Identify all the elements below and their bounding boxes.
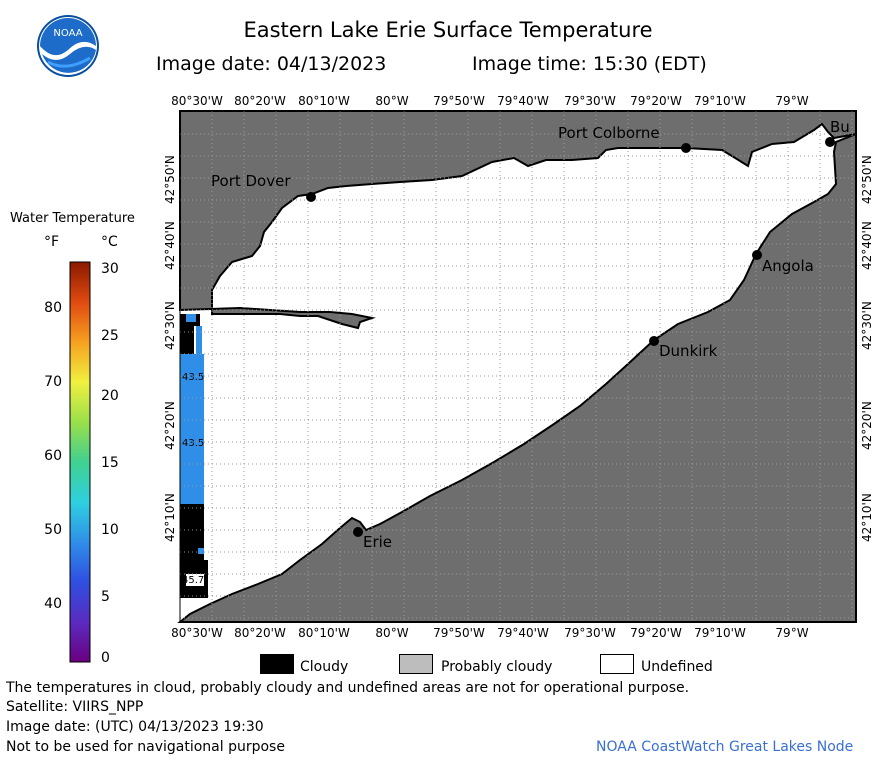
satellite-text: Satellite: VIIRS_NPP	[6, 699, 144, 715]
city-label-dunkirk: Dunkirk	[659, 342, 718, 360]
celsius-tick-label: 0	[101, 650, 110, 666]
legend-swatch-cloudy	[260, 654, 294, 674]
celsius-tick-label: 30	[101, 261, 119, 277]
city-marker-port-dover	[306, 192, 316, 202]
credit-text: NOAA CoastWatch Great Lakes Node	[596, 739, 854, 755]
nav-warning-text: Not to be used for navigational purpose	[6, 739, 285, 755]
city-label-port-colborne: Port Colborne	[558, 124, 660, 142]
city-marker-dunkirk	[649, 336, 659, 346]
map-frame	[179, 110, 857, 623]
page-title: Eastern Lake Erie Surface Temperature	[243, 18, 653, 42]
cloud-patch	[194, 314, 200, 326]
longitude-tick-label: 79°40'W	[497, 94, 549, 108]
water-temp-patch	[198, 548, 204, 554]
latitude-tick-label: 42°50'N	[163, 155, 177, 204]
city-marker-port-colborne	[681, 143, 691, 153]
longitude-tick-label: 79°20'W	[630, 626, 682, 640]
noaa-logo-text: NOAA	[53, 28, 82, 39]
image-time-label: Image time: 15:30 (EDT)	[472, 53, 707, 75]
fahrenheit-tick-label: 40	[44, 596, 62, 612]
image-date-label: Image date: 04/13/2023	[156, 53, 387, 75]
longitude-tick-label: 79°40'W	[497, 626, 549, 640]
land-south-shore	[177, 132, 857, 623]
celsius-tick-label: 25	[101, 328, 119, 344]
city-marker-erie	[353, 527, 363, 537]
fahrenheit-tick-label: 70	[44, 374, 62, 390]
longitude-tick-label: 80°20'W	[234, 94, 286, 108]
disclaimer-text: The temperatures in cloud, probably clou…	[6, 680, 690, 696]
longitude-tick-label: 80°10'W	[298, 94, 350, 108]
legend-label-undefined: Undefined	[641, 659, 713, 675]
city-label-angola: Angola	[762, 257, 814, 275]
longitude-tick-label: 80°30'W	[171, 94, 223, 108]
water-temp-patch	[186, 314, 196, 322]
fahrenheit-tick-label: 50	[44, 522, 62, 538]
utc-date-text: Image date: (UTC) 04/13/2023 19:30	[6, 719, 264, 735]
temperature-colorbar	[69, 261, 91, 663]
longitude-tick-label: 80°W	[375, 94, 409, 108]
longitude-tick-label: 79°10'W	[694, 94, 746, 108]
longitude-tick-label: 79°30'W	[564, 94, 616, 108]
cloud-patch	[180, 586, 208, 598]
latitude-tick-label: 42°20'N	[860, 401, 874, 450]
city-marker-buffalo	[825, 137, 835, 147]
fahrenheit-tick-label: 60	[44, 448, 62, 464]
city-label-port-dover: Port Dover	[211, 172, 291, 190]
colorbar-title: Water Temperature	[10, 211, 135, 226]
longitude-tick-label: 79°20'W	[630, 94, 682, 108]
city-marker-angola	[752, 250, 762, 260]
map-value-label: 43.5	[182, 508, 204, 519]
latitude-tick-label: 42°50'N	[860, 155, 874, 204]
water-temp-patch	[196, 326, 202, 356]
longitude-tick-label: 79°30'W	[564, 626, 616, 640]
legend-swatch-undefined	[600, 654, 634, 674]
latitude-tick-label: 42°20'N	[163, 401, 177, 450]
fahrenheit-tick-label: 80	[44, 300, 62, 316]
city-label-buffalo: Bu	[830, 118, 850, 136]
map-value-label: 43.5	[182, 438, 204, 449]
longitude-tick-label: 79°50'W	[433, 626, 485, 640]
land-north-shore	[179, 110, 857, 330]
celsius-tick-label: 10	[101, 522, 119, 538]
legend-swatch-probably-cloudy	[399, 654, 433, 674]
latitude-tick-label: 42°10'N	[860, 493, 874, 542]
city-markers	[306, 137, 835, 537]
cloud-patch	[180, 314, 194, 354]
celsius-tick-label: 20	[101, 388, 119, 404]
noaa-logo: NOAA	[37, 15, 99, 77]
legend-label-cloudy: Cloudy	[300, 659, 349, 675]
longitude-tick-label: 80°30'W	[171, 626, 223, 640]
undefined-patch	[186, 574, 204, 586]
celsius-tick-label: 15	[101, 455, 119, 471]
longitude-tick-label: 80°W	[375, 626, 409, 640]
water-temp-patch	[180, 354, 204, 504]
latitude-tick-label: 42°30'N	[860, 301, 874, 350]
map-value-label: 45.7	[182, 575, 204, 586]
unit-fahrenheit: °F	[44, 234, 60, 250]
city-label-erie: Erie	[363, 533, 392, 551]
legend-label-probably-cloudy: Probably cloudy	[441, 659, 553, 675]
latitude-tick-label: 42°40'N	[860, 221, 874, 270]
latitude-tick-label: 42°10'N	[163, 493, 177, 542]
map-value-labels: 43.5 43.5 43.5 45.7	[182, 372, 204, 586]
longitude-tick-label: 79°W	[775, 626, 809, 640]
celsius-tick-label: 5	[101, 589, 110, 605]
map-value-label: 43.5	[182, 372, 204, 383]
unit-celsius: °C	[101, 234, 118, 250]
lat-lon-grid	[180, 111, 856, 622]
longitude-tick-label: 80°20'W	[234, 626, 286, 640]
longitude-tick-label: 79°W	[775, 94, 809, 108]
longitude-tick-label: 79°50'W	[433, 94, 485, 108]
longitude-tick-label: 80°10'W	[298, 626, 350, 640]
latitude-tick-label: 42°30'N	[163, 301, 177, 350]
longitude-tick-label: 79°10'W	[694, 626, 746, 640]
latitude-tick-label: 42°40'N	[163, 221, 177, 270]
